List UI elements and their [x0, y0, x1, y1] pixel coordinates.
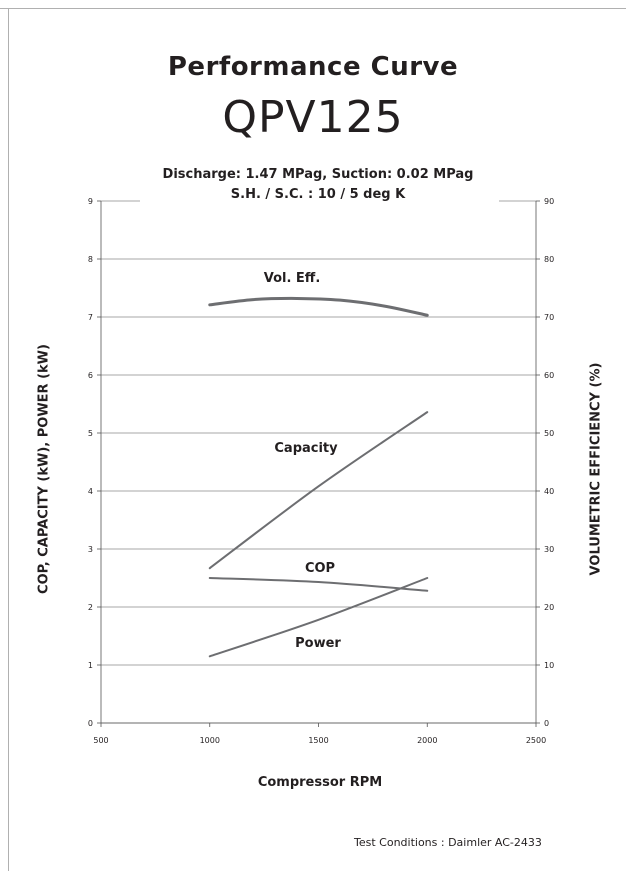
series-label-vol-eff: Vol. Eff. [264, 271, 321, 286]
right-tick-label: 70 [544, 313, 554, 322]
right-tick-label: 30 [544, 545, 554, 554]
right-tick-label: 60 [544, 371, 554, 380]
left-tick-label: 1 [88, 661, 93, 670]
x-tick-label: 500 [93, 736, 108, 745]
x-tick-label: 2000 [417, 736, 437, 745]
right-tick-label: 90 [544, 197, 554, 206]
series-line-capacity [208, 411, 429, 570]
x-tick-label: 2500 [526, 736, 546, 745]
right-tick-label: 80 [544, 255, 554, 264]
left-tick-label: 0 [88, 719, 93, 728]
x-tick-label: 1000 [200, 736, 220, 745]
right-tick-label: 40 [544, 487, 554, 496]
left-tick-label: 2 [88, 603, 93, 612]
left-tick-label: 9 [88, 197, 93, 206]
x-axis-label: Compressor RPM [257, 775, 383, 790]
left-tick-label: 8 [88, 255, 93, 264]
right-tick-label: 20 [544, 603, 554, 612]
left-tick-label: 3 [88, 545, 93, 554]
left-tick-label: 5 [88, 429, 93, 438]
series-line-power [208, 577, 429, 658]
series-label-power: Power [295, 636, 341, 651]
x-tick-label: 1500 [308, 736, 328, 745]
right-tick-label: 10 [544, 661, 554, 670]
left-tick-label: 4 [88, 487, 93, 496]
frame-top-border [0, 8, 626, 9]
left-axis-label: COP, CAPACITY (kW), POWER (kW) [36, 344, 52, 594]
right-tick-label: 50 [544, 429, 554, 438]
superheat-subtitle: S.H. / S.C. : 10 / 5 deg K [230, 187, 406, 202]
chart-title: Performance Curve [167, 52, 459, 82]
model-name: QPV125 [222, 92, 404, 143]
right-axis-label: VOLUMETRIC EFFICIENCY (%) [588, 362, 604, 576]
series-line-vol-eff [208, 296, 429, 317]
test-conditions-footer: Test Conditions : Daimler AC-2433 [354, 836, 542, 849]
series-line-cop [208, 577, 429, 592]
left-tick-label: 7 [88, 313, 93, 322]
series-label-capacity: Capacity [274, 441, 338, 456]
left-tick-label: 6 [88, 371, 93, 380]
frame-left-border [8, 8, 9, 871]
test-pressure-subtitle: Discharge: 1.47 MPag, Suction: 0.02 MPag [162, 167, 474, 182]
right-tick-label: 0 [544, 719, 549, 728]
series-label-cop: COP [305, 561, 335, 576]
